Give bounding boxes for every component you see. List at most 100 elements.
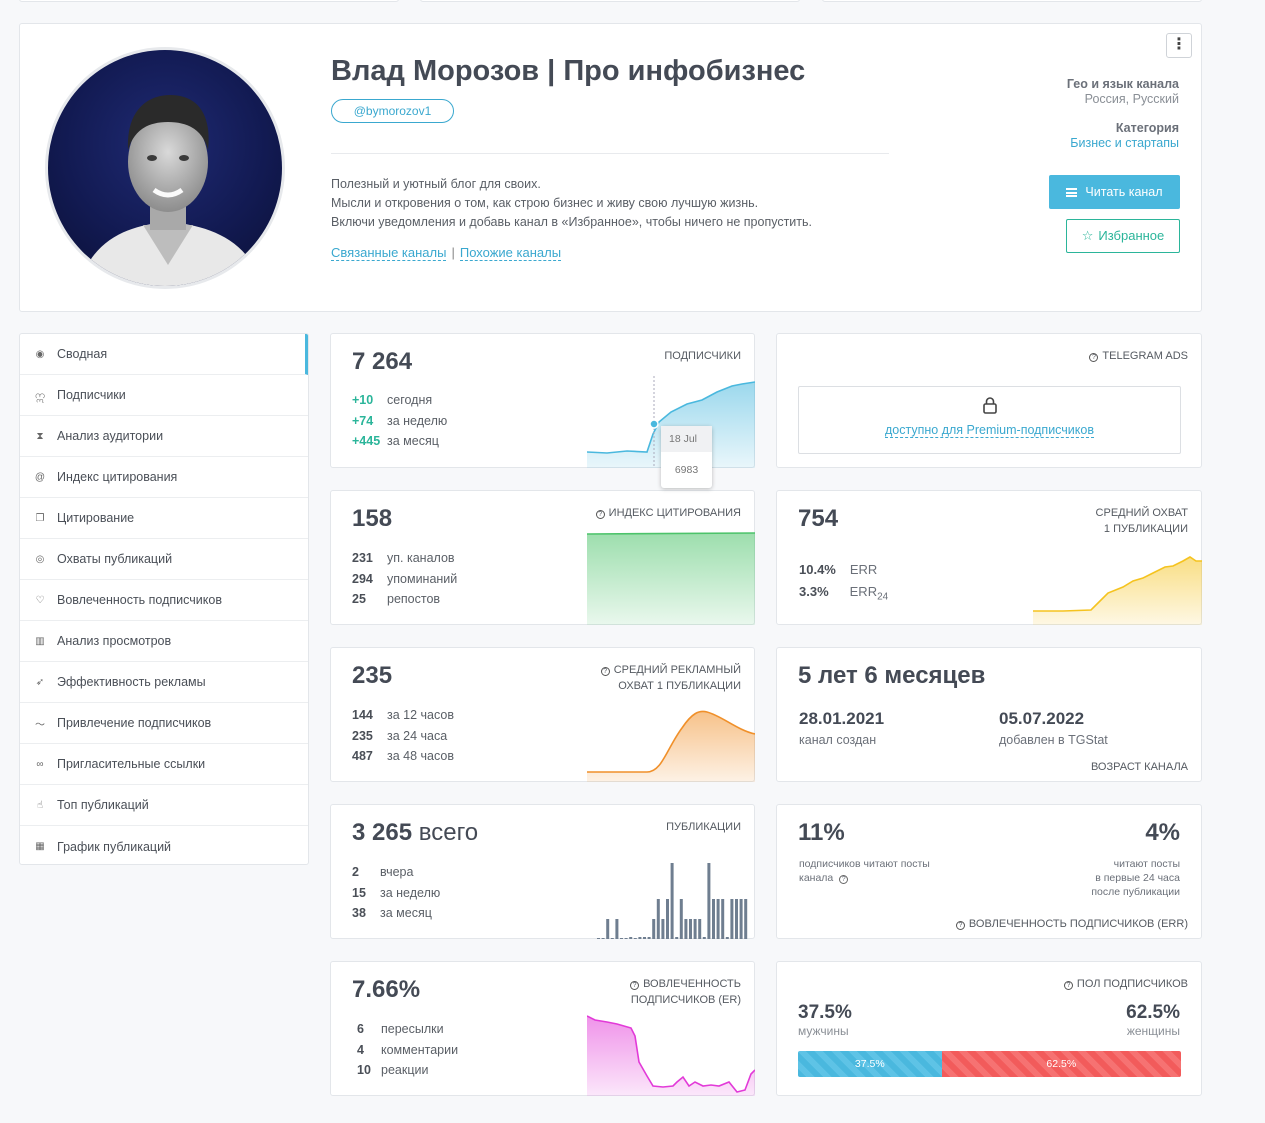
channel-handle-badge[interactable]: @bymorozov1 xyxy=(331,99,454,123)
publication-bar xyxy=(620,938,623,939)
publication-bar xyxy=(670,863,674,939)
subscribers-value: 7 264 xyxy=(352,348,413,375)
publication-bar xyxy=(647,937,651,939)
channel-description: Полезный и уютный блог для своих. Мысли … xyxy=(331,177,812,229)
sidebar-item-12[interactable]: ▦ График публикаций xyxy=(20,826,308,864)
sidebar-item-1[interactable]: ဣ Подписчики xyxy=(20,375,308,416)
related-channels-link[interactable]: Связанные каналы xyxy=(331,245,447,261)
sidebar-item-7[interactable]: ▥ Анализ просмотров xyxy=(20,621,308,662)
publication-bar xyxy=(638,937,642,939)
publication-bar xyxy=(675,937,679,939)
premium-link[interactable]: доступно для Premium-подписчиков xyxy=(884,423,1094,438)
average-reach-sparkline[interactable] xyxy=(1033,531,1202,625)
sidebar-item-11[interactable]: ☝ Топ публикаций xyxy=(20,785,308,826)
sidebar-item-2[interactable]: ⧗ Анализ аудитории xyxy=(20,416,308,457)
top-card-stub xyxy=(822,0,1202,2)
average-reach-card[interactable]: 754 СРЕДНИЙ ОХВАТ 1 ПУБЛИКАЦИИ 10.4% ERR 3… xyxy=(776,490,1202,625)
bar-chart-icon: ▥ xyxy=(35,635,45,647)
publication-bar xyxy=(606,919,610,939)
gender-card: ? ПОЛ ПОДПИСЧИКОВ 37.5% мужчины 62.5% жен… xyxy=(776,961,1202,1096)
sidebar-item-label: Подписчики xyxy=(57,388,126,402)
info-icon: ? xyxy=(1089,353,1099,362)
er-sparkline[interactable] xyxy=(587,1002,755,1096)
channel-age-value: 5 лет 6 месяцев xyxy=(798,662,986,689)
publication-bar xyxy=(679,899,683,939)
kebab-icon[interactable]: ⋮ xyxy=(1166,33,1192,58)
geo-block: Гео и язык канала Россия, Русский xyxy=(1066,77,1179,106)
subscribers-sparkline[interactable] xyxy=(587,374,755,468)
err-row: 10.4% ERR xyxy=(799,562,878,577)
sidebar-item-label: Анализ просмотров xyxy=(57,634,172,648)
subscribers-card[interactable]: 7 264 ПОДПИСЧИКИ +10 сегодня +74 за неделю… xyxy=(330,333,755,488)
publication-bar xyxy=(661,919,665,939)
sidebar-item-9[interactable]: 〜 Привлечение подписчиков xyxy=(20,703,308,744)
read-channel-button[interactable]: Читать канал xyxy=(1049,175,1180,209)
sidebar-item-0[interactable]: ◉ Сводная xyxy=(20,334,308,375)
publications-bar-chart[interactable] xyxy=(593,855,753,939)
citation-index-card[interactable]: 158 ? ИНДЕКС ЦИТИРОВАНИЯ 231 уп. каналов 2… xyxy=(330,490,755,625)
channel-title: Влад Морозов | Про инфобизнес xyxy=(331,55,806,87)
publication-bar xyxy=(698,919,702,939)
sidebar-item-label: Индекс цитирования xyxy=(57,470,178,484)
sidebar-item-label: Сводная xyxy=(57,347,108,361)
publication-bar xyxy=(716,899,720,939)
ad-reach-rows: 144 за 12 часов 235 за 24 часа 487 за 48 ча… xyxy=(352,708,454,764)
err24-row: 3.3% ERR24 xyxy=(799,584,889,603)
sidebar-nav: ◉ Сводная ဣ Подписчики ⧗ Анализ аудитории @ Инд… xyxy=(19,333,309,865)
publication-bar xyxy=(693,919,697,939)
ad-reach-sparkline[interactable] xyxy=(587,688,755,782)
trend-icon: 〜 xyxy=(35,719,45,731)
channel-age-card: 5 лет 6 месяцев 28.01.2021 канал создан … xyxy=(776,647,1202,782)
chart-tooltip: 18 Jul 6983 xyxy=(661,426,712,488)
gender-bar: 37.5% 62.5% xyxy=(798,1051,1181,1077)
channel-age-title: ВОЗРАСТ КАНАЛА xyxy=(1090,761,1188,773)
sidebar-item-6[interactable]: ♡ Вовлеченность подписчиков xyxy=(20,580,308,621)
publication-bar xyxy=(601,938,605,939)
info-icon: ? xyxy=(1063,981,1073,990)
average-reach-value: 754 xyxy=(798,505,839,532)
eye-icon: ◎ xyxy=(35,553,45,565)
favorite-button[interactable]: ☆ Избранное xyxy=(1066,219,1180,253)
category-link[interactable]: Бизнес и стартапы xyxy=(1070,136,1179,150)
info-icon: ? xyxy=(839,875,849,884)
publication-bar xyxy=(615,919,619,939)
er-rows: 6 пересылки 4 комментарии 10 реакции xyxy=(357,1022,459,1078)
publications-rows: 2 вчера 15 за неделю 38 за месяц xyxy=(352,865,441,921)
category-block: Категория Бизнес и стартапы xyxy=(1070,121,1179,150)
ad-reach-title: ? СРЕДНИЙ РЕКЛАМНЫЙ ОХВАТ 1 ПУБЛИКАЦИИ xyxy=(600,662,741,694)
similar-channels-link[interactable]: Похожие каналы xyxy=(459,245,562,261)
info-icon: ? xyxy=(630,981,640,990)
engagement-icon: ♡ xyxy=(35,594,45,606)
publication-bar xyxy=(730,899,734,939)
sidebar-item-label: Привлечение подписчиков xyxy=(57,716,212,730)
at-icon: @ xyxy=(34,471,46,483)
publications-card[interactable]: 3 265 всего ПУБЛИКАЦИИ 2 вчера 15 за недел… xyxy=(330,804,755,939)
telegram-ads-card: ? TELEGRAM ADS доступно для Premium-подпи… xyxy=(776,333,1202,468)
publication-bar xyxy=(666,899,669,939)
publication-bar xyxy=(643,937,646,939)
publication-bar xyxy=(629,937,633,939)
err-left-text: подписчиков читают посты канала ? xyxy=(799,858,930,884)
sidebar-item-10[interactable]: ∞ Пригласительные ссылки xyxy=(20,744,308,785)
citation-value: 158 xyxy=(352,505,393,532)
publication-bar xyxy=(721,899,725,939)
sidebar-item-8[interactable]: ➶ Эффективность рекламы xyxy=(20,662,308,703)
added-date: 05.07.2022 xyxy=(999,709,1085,728)
created-label: канал создан xyxy=(799,733,877,747)
publication-bar xyxy=(739,899,743,939)
sidebar-item-5[interactable]: ◎ Охваты публикаций xyxy=(20,539,308,580)
publications-title: ПУБЛИКАЦИИ xyxy=(666,821,741,833)
link-icon: ∞ xyxy=(36,758,44,770)
sidebar-item-4[interactable]: ❐ Цитирование xyxy=(20,498,308,539)
publication-bar xyxy=(707,863,711,939)
gender-bar-female: 62.5% xyxy=(941,1051,1181,1077)
publication-bar xyxy=(712,899,715,939)
publication-bar xyxy=(725,937,729,939)
engagement-er-card[interactable]: 7.66% ? ВОВЛЕЧЕННОСТЬ ПОДПИСЧИКОВ (ER) 6 пе… xyxy=(330,961,755,1096)
citation-sparkline[interactable] xyxy=(587,531,755,625)
sidebar-item-3[interactable]: @ Индекс цитирования xyxy=(20,457,308,498)
sidebar-item-label: График публикаций xyxy=(57,839,172,854)
users-icon: ဣ xyxy=(35,389,45,401)
ad-reach-card[interactable]: 235 ? СРЕДНИЙ РЕКЛАМНЫЙ ОХВАТ 1 ПУБЛИКАЦИИ… xyxy=(330,647,755,782)
publication-bar xyxy=(656,899,660,939)
